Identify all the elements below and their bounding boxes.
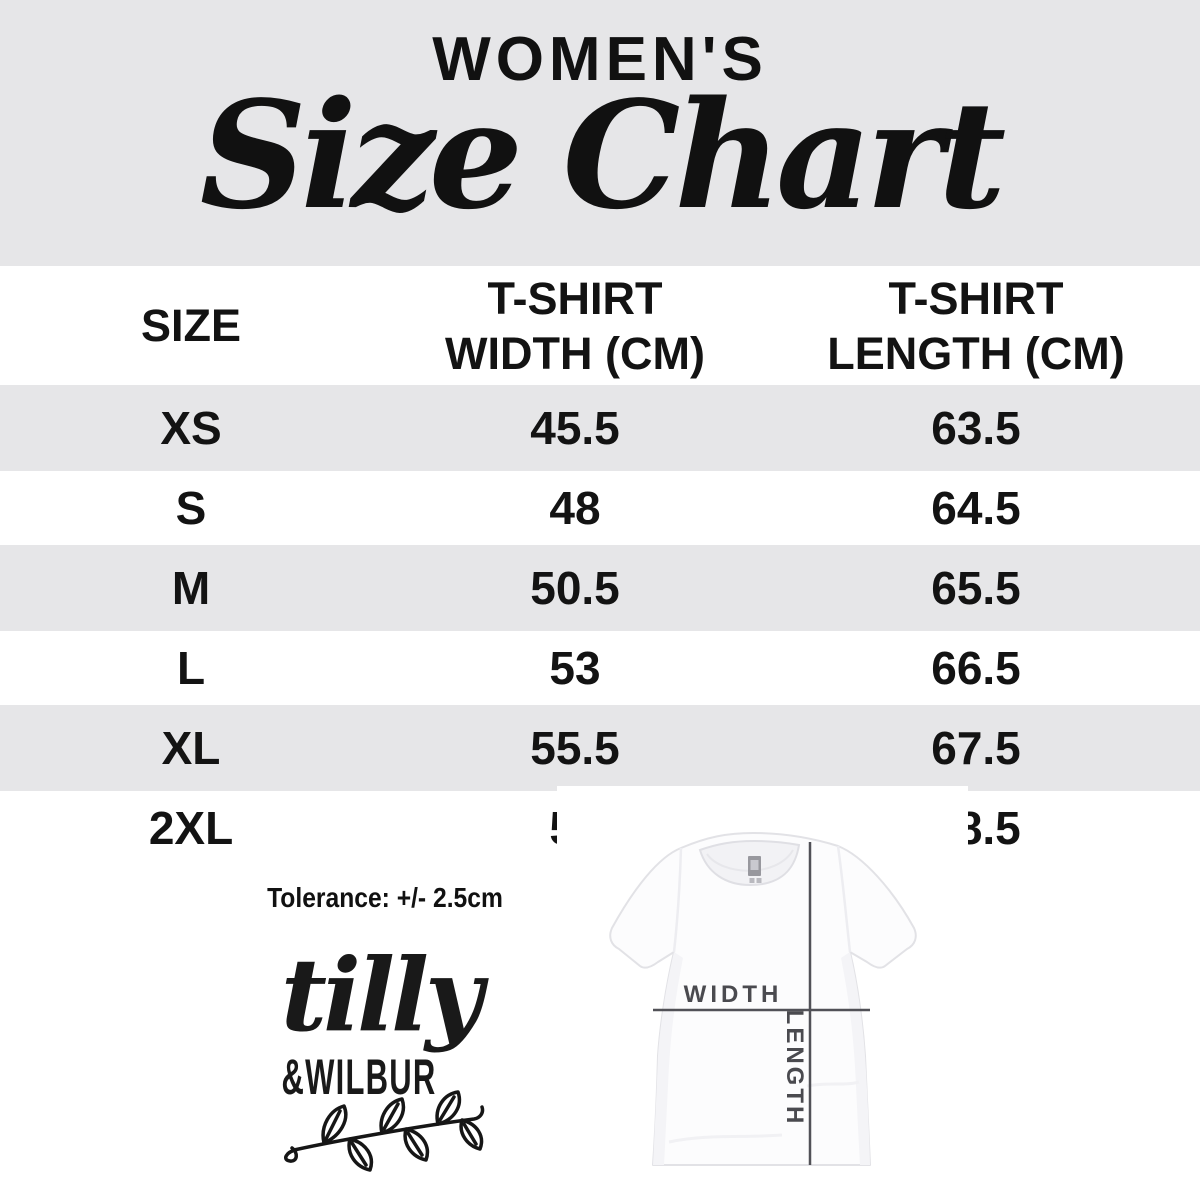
tshirt-diagram: WIDTH LENGTH	[609, 832, 917, 1166]
width-cell: 53	[549, 642, 601, 694]
column-header-length-line1: T-SHIRT	[888, 272, 1064, 324]
tshirt-sleeve-seam-right	[836, 845, 852, 953]
length-cell: 66.5	[931, 642, 1021, 694]
laurel-branch-icon	[284, 1090, 485, 1172]
header-kicker: WOMEN'S	[432, 25, 768, 94]
width-label: WIDTH	[684, 981, 783, 1008]
size-cell: M	[171, 562, 211, 614]
length-cell: 63.5	[931, 402, 1021, 454]
tshirt-shade-right	[841, 952, 870, 1165]
brand-logo-script: tilly	[280, 936, 483, 1054]
brand-logo-caps: &WILBUR	[281, 1049, 437, 1105]
size-table: XS 45.5 63.5 S 48 64.5 M 50.5 65.5 L 53	[0, 385, 1200, 865]
size-cell: L	[176, 642, 206, 694]
tolerance-note: Tolerance: +/- 2.5cm	[267, 882, 503, 913]
tshirt-shade-left	[653, 952, 683, 1165]
width-cell: 50.5	[530, 562, 620, 614]
column-header-width: T-SHIRT WIDTH (CM)	[382, 266, 768, 385]
table-row: M 50.5 65.5	[0, 545, 1200, 631]
page-title: Size Chart	[199, 68, 1006, 242]
width-cell: 48	[549, 482, 601, 534]
tshirt-wrinkle	[668, 1133, 783, 1144]
length-label: LENGTH	[781, 1010, 808, 1127]
table-row: S 48 64.5	[0, 471, 1200, 545]
column-header-width-line2: WIDTH (CM)	[445, 327, 705, 379]
column-header-size: SIZE	[140, 300, 242, 351]
length-cell: 65.5	[931, 562, 1021, 614]
header-band: WOMEN'S Size Chart	[0, 0, 1200, 266]
length-cell: 67.5	[931, 722, 1021, 774]
size-cell: 2XL	[148, 802, 234, 854]
table-row: XL 55.5 67.5	[0, 705, 1200, 791]
tshirt-wrinkle	[806, 1080, 860, 1088]
width-cell: 45.5	[530, 402, 620, 454]
width-cell: 55.5	[530, 722, 620, 774]
table-row: L 53 66.5	[0, 631, 1200, 705]
size-cell: S	[175, 482, 207, 534]
column-header-length-line2: LENGTH (CM)	[827, 327, 1125, 379]
tshirt-sleeve-seam-left	[672, 847, 683, 953]
neck-label	[748, 856, 762, 883]
table-row: XS 45.5 63.5	[0, 385, 1200, 471]
column-header-length: T-SHIRT LENGTH (CM)	[768, 266, 1184, 385]
length-cell: 64.5	[931, 482, 1021, 534]
column-header-width-line1: T-SHIRT	[487, 272, 663, 324]
size-cell: XS	[160, 402, 222, 454]
table-header-row: SIZE T-SHIRT WIDTH (CM) T-SHIRT LENGTH (…	[0, 266, 1200, 385]
tshirt-photo: WIDTH LENGTH	[557, 786, 968, 1200]
size-cell: XL	[161, 722, 221, 774]
